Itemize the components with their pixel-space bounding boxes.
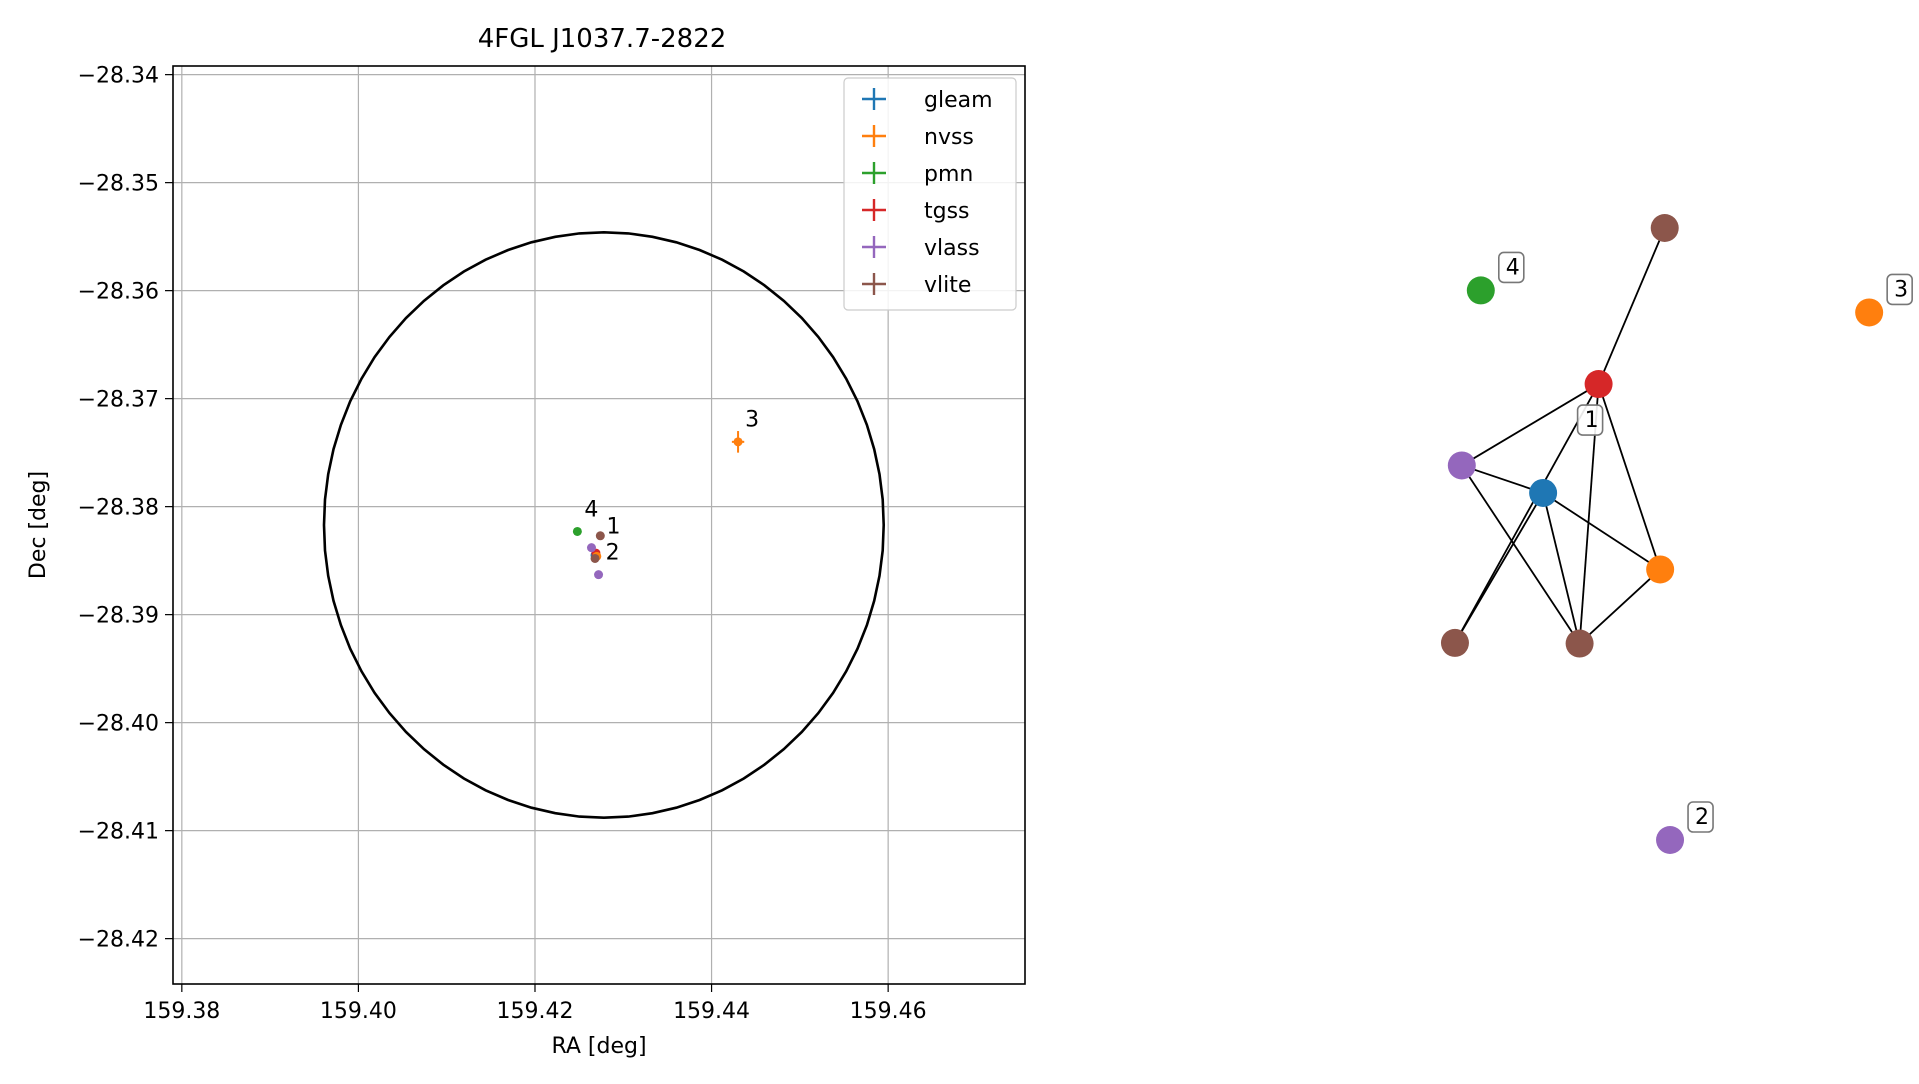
x-tick-label: 159.42 [496, 999, 573, 1024]
localization-circle [322, 230, 886, 820]
network-edges [1454, 227, 1666, 645]
y-tick-label: −28.40 [78, 712, 159, 737]
legend-label: vlass [924, 236, 980, 261]
network-node-vlass-a [1447, 451, 1476, 480]
network-node-label: 1 [1576, 404, 1604, 436]
y-axis-label: Dec [deg] [26, 471, 51, 579]
network-edge [1542, 492, 1581, 644]
network-node-pmn [1466, 276, 1495, 305]
data-point-vlass [586, 543, 596, 553]
network-edge [1578, 568, 1661, 645]
network-node-vlite-b [1440, 628, 1469, 657]
data-point-vlass [594, 570, 604, 580]
point-label: 3 [745, 408, 759, 433]
legend-label: nvss [924, 125, 974, 150]
legend-label: gleam [924, 88, 993, 113]
point-marker [572, 526, 582, 536]
legend-entry-vlass: vlass [862, 236, 980, 261]
point-label: 2 [606, 541, 620, 566]
y-tick-label: −28.36 [78, 280, 159, 305]
network-edge [1461, 383, 1600, 467]
network-node-label: 4 [1498, 251, 1525, 284]
point-label: 1 [607, 515, 621, 540]
network-node-tgss [1584, 370, 1613, 399]
label-text: 1 [1585, 408, 1599, 433]
y-ticks: −28.34 −28.35 −28.36 −28.37 −28.38 −28.39 −28.… [78, 64, 173, 953]
point-marker [595, 531, 605, 541]
legend-entry-pmn: pmn [862, 162, 973, 187]
point-marker [594, 570, 604, 580]
y-tick-label: −28.35 [78, 172, 159, 197]
legend-label: tgss [924, 199, 970, 224]
x-tick-label: 159.46 [850, 999, 927, 1024]
x-tick-label: 159.40 [320, 999, 397, 1024]
point-marker [586, 543, 596, 553]
data-point-vlite [595, 531, 605, 541]
network-nodes [1440, 214, 1884, 854]
grid [173, 66, 1025, 984]
plot-frame [172, 65, 1026, 985]
data-point-vlite [590, 553, 600, 563]
network-node-nvss-b [1855, 298, 1884, 327]
label-box [1576, 404, 1604, 436]
y-tick-label: −28.38 [78, 496, 159, 521]
chart-title: 4FGL J1037.7-2822 [478, 24, 727, 54]
network-node-vlite-c [1565, 629, 1594, 658]
point-marker [733, 437, 743, 447]
legend-entry-gleam: gleam [862, 88, 993, 113]
x-axis-label: RA [deg] [551, 1034, 646, 1059]
legend-label: vlite [924, 273, 971, 298]
legend-box [843, 77, 1017, 311]
y-tick-label: −28.34 [78, 64, 159, 89]
network-node-label: 2 [1687, 801, 1714, 833]
label-box [1886, 273, 1913, 306]
y-tick-label: −28.41 [78, 820, 159, 845]
legend-entry-vlite: vlite [862, 273, 971, 298]
network-panel: 4 3 2 1 [1440, 214, 1913, 854]
network-edge [1454, 492, 1544, 644]
x-tick-label: 159.38 [143, 999, 220, 1024]
network-node-gleam [1529, 478, 1558, 507]
y-tick-label: −28.37 [78, 388, 159, 413]
network-node-vlass-b [1656, 826, 1685, 854]
point-marker [590, 553, 600, 563]
legend-entry-tgss: tgss [862, 199, 970, 224]
network-node-labels: 4 3 2 1 [1498, 251, 1913, 833]
y-tick-label: −28.39 [78, 604, 159, 629]
x-ticks: 159.38 159.40 159.42 159.44 159.46 [143, 984, 927, 1024]
scatter-panel: 4FGL J1037.7-2822 12 3 4 159.38 159.40 159.4… [26, 24, 1026, 1059]
point-annotations: 12 3 4 [584, 408, 759, 566]
network-node-vlite-a [1650, 214, 1679, 242]
label-text: 4 [1506, 255, 1520, 280]
label-text: 3 [1894, 277, 1908, 302]
legend-entry-nvss: nvss [862, 125, 974, 150]
x-tick-label: 159.44 [673, 999, 750, 1024]
network-edge [1597, 227, 1666, 385]
label-text: 2 [1695, 805, 1709, 830]
data-points [572, 431, 745, 580]
data-point-pmn [572, 526, 582, 536]
point-label: 4 [584, 497, 598, 522]
legend-label: pmn [924, 162, 973, 187]
y-tick-label: −28.42 [78, 928, 159, 953]
label-box [1687, 801, 1714, 833]
localization-ellipse [322, 230, 886, 820]
network-node-label: 3 [1886, 273, 1913, 306]
data-point-nvss [731, 431, 745, 453]
label-box [1498, 251, 1525, 284]
network-edge [1597, 383, 1662, 570]
network-node-nvss-a [1646, 555, 1675, 584]
legend: gleam nvss pmn tgss vlass vlite [843, 77, 1017, 311]
network-edge [1542, 492, 1661, 571]
network-edge [1461, 464, 1581, 645]
network-edge [1454, 383, 1600, 644]
network-edge [1461, 464, 1544, 494]
